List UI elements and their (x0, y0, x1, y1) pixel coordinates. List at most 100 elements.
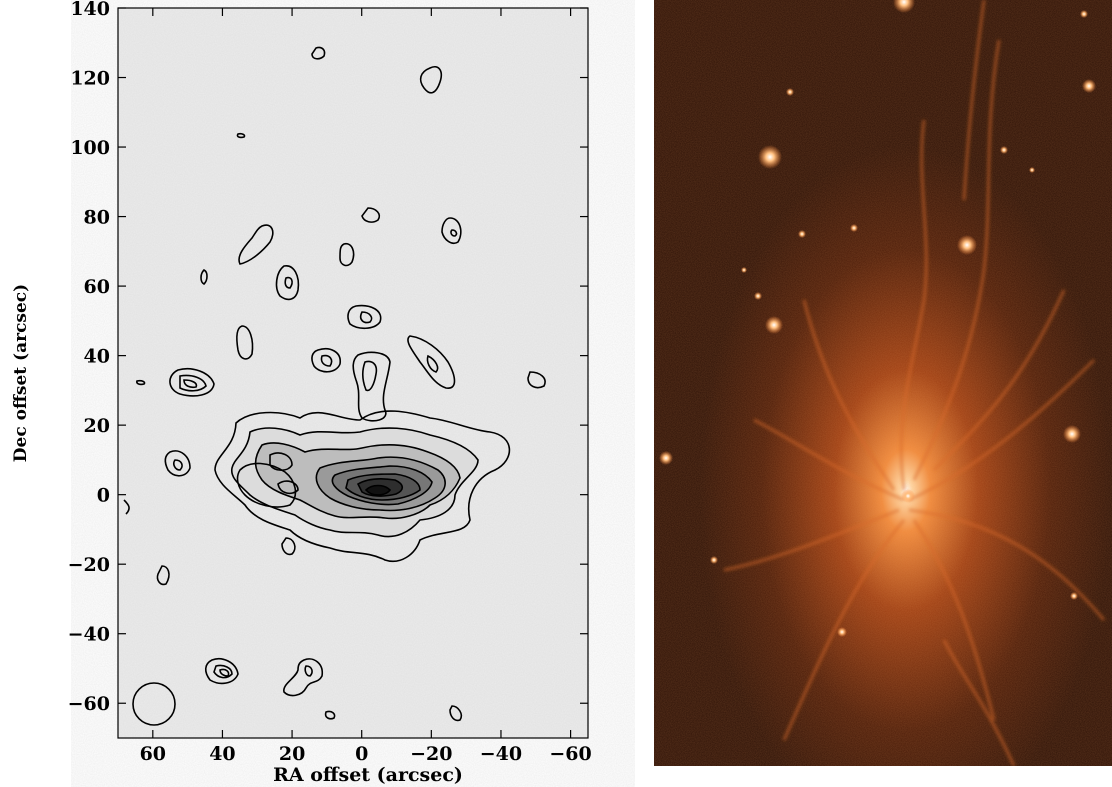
stars (659, 0, 1096, 637)
star-6 (893, 0, 915, 13)
source-u-3 (219, 668, 230, 677)
star-2 (765, 316, 783, 334)
x-tick-label: −40 (480, 743, 522, 765)
plume-inner (362, 360, 378, 392)
source-r (123, 499, 130, 515)
plot-noise (118, 8, 588, 738)
filament-2 (912, 39, 1001, 481)
star-11 (754, 292, 762, 300)
y-tick-label: −40 (68, 624, 110, 646)
star-4 (1063, 425, 1081, 443)
source-c (236, 132, 246, 139)
source-v-inner (304, 665, 313, 677)
contour-panel: 60 40 20 0 −20 −40 −60 140 120 100 80 60 40 20 0 −20 −4… (11, 0, 592, 786)
source-e (361, 207, 381, 223)
source-u-2 (213, 664, 233, 679)
filament-3 (802, 299, 896, 491)
source-t (156, 565, 170, 586)
source-o-2 (179, 374, 207, 392)
source-u (204, 658, 239, 685)
left-lobe-inner (269, 452, 293, 472)
source-g (339, 242, 355, 267)
optical-image-panel (654, 0, 1112, 766)
source-p (136, 379, 146, 386)
main-outer-contour (214, 410, 511, 562)
y-axis-ticks: 140 120 100 80 60 40 20 0 −20 −40 −60 (68, 0, 588, 715)
star-7 (957, 235, 977, 255)
star-15 (1070, 592, 1078, 600)
filament-1 (899, 119, 928, 491)
x-tick-label: 0 (355, 743, 368, 765)
x-tick-label: 40 (209, 743, 235, 765)
galaxy-core (901, 489, 915, 503)
x-axis-ticks: 60 40 20 0 −20 −40 −60 (140, 8, 592, 765)
source-i (200, 269, 208, 285)
source-f-inner (450, 229, 458, 237)
source-m (407, 335, 456, 389)
source-o (169, 368, 215, 397)
y-tick-label: −20 (68, 554, 110, 576)
source-h-inner (284, 276, 293, 289)
star-1 (758, 145, 782, 169)
star-12 (1000, 146, 1008, 154)
filament-5 (753, 418, 905, 502)
source-d (238, 224, 274, 265)
source-v (283, 658, 324, 697)
y-axis-label: Dec offset (arcsec) (11, 284, 31, 462)
source-n (527, 371, 546, 389)
x-tick-label: −20 (410, 743, 452, 765)
image-noise (654, 0, 1112, 766)
filament-11 (962, 0, 986, 201)
plume-contour (352, 351, 391, 422)
y-tick-label: 60 (84, 276, 110, 298)
y-tick-label: 40 (84, 346, 110, 368)
filament-7 (782, 519, 906, 741)
y-tick-label: 80 (84, 207, 110, 229)
plot-frame (117, 7, 589, 739)
y-tick-label: 120 (70, 68, 110, 90)
star-17 (1029, 167, 1035, 173)
filament-6 (912, 519, 996, 721)
star-9 (798, 230, 806, 238)
left-lobe-knot (277, 480, 299, 495)
source-s (281, 537, 296, 556)
y-tick-label: 0 (97, 485, 110, 507)
source-w (324, 710, 336, 720)
source-h (275, 265, 300, 301)
contour-lines (123, 46, 546, 722)
source-o-3 (183, 379, 198, 389)
star-3 (659, 451, 673, 465)
x-axis-label: RA offset (arcsec) (273, 764, 463, 786)
filament-8 (908, 508, 1106, 621)
source-f (441, 217, 462, 245)
filament-9 (723, 508, 900, 572)
star-13 (710, 556, 718, 564)
y-tick-label: 140 (70, 0, 110, 20)
star-8 (786, 88, 794, 96)
star-14 (837, 627, 847, 637)
source-k (236, 325, 254, 360)
source-q-inner (173, 459, 183, 471)
source-j-inner (359, 311, 373, 324)
x-tick-label: −60 (549, 743, 591, 765)
filament-10 (932, 289, 1066, 472)
filament-12 (942, 639, 1016, 766)
star-16 (1080, 10, 1088, 18)
peak-contour (364, 484, 392, 496)
star-5 (1082, 79, 1096, 93)
source-q (164, 450, 191, 477)
filaments (723, 0, 1106, 766)
filament-4 (908, 358, 1096, 502)
x-tick-label: 60 (140, 743, 166, 765)
y-tick-label: −60 (68, 693, 110, 715)
source-m-inner (426, 354, 439, 373)
y-tick-label: 20 (84, 415, 110, 437)
source-l-inner (320, 354, 333, 367)
beam-circle (132, 682, 176, 726)
source-x (449, 705, 463, 722)
source-a (419, 66, 443, 94)
x-tick-label: 20 (279, 743, 305, 765)
source-j (347, 304, 382, 330)
y-tick-label: 100 (70, 137, 110, 159)
